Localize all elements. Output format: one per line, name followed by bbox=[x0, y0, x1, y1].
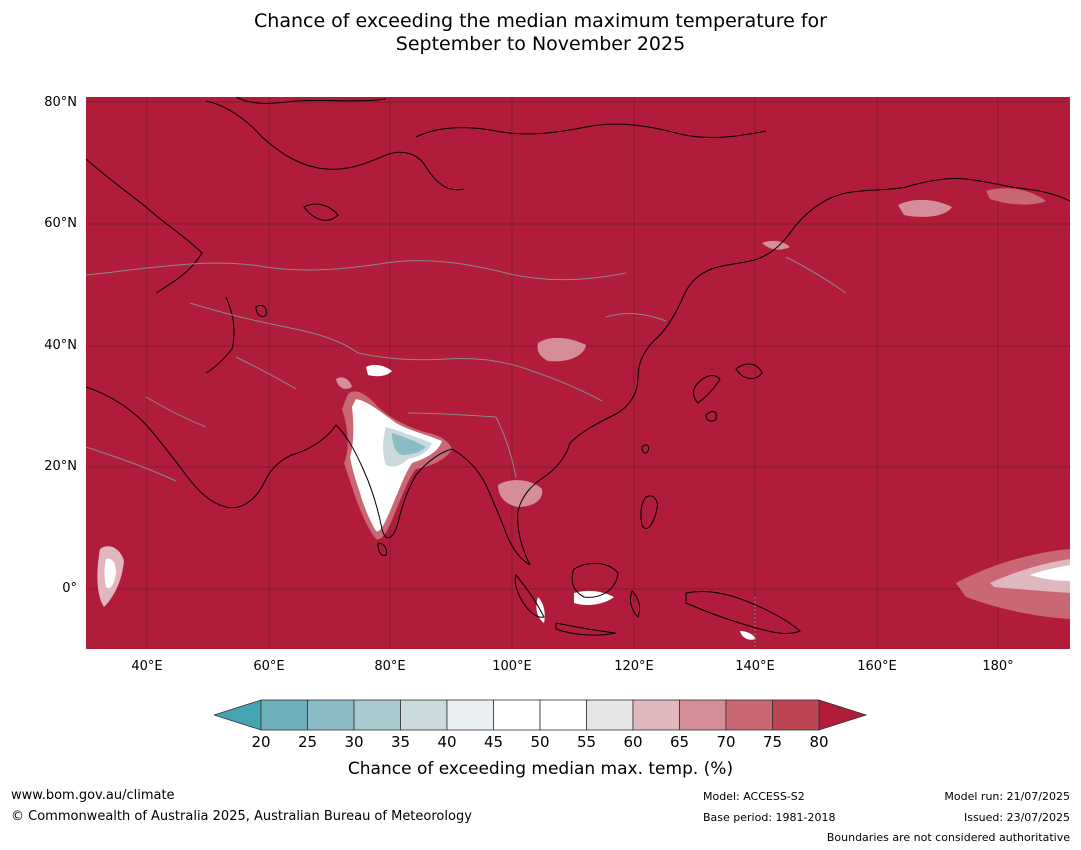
lat-label-20n: 20°N bbox=[44, 459, 77, 474]
colorbar-segment bbox=[772, 699, 820, 731]
probability-map bbox=[86, 97, 1070, 649]
colorbar-tick-label: 35 bbox=[390, 733, 411, 751]
colorbar-label: Chance of exceeding median max. temp. (%… bbox=[347, 759, 734, 779]
colorbar-segment bbox=[400, 699, 448, 731]
title-line-1: Chance of exceeding the median maximum t… bbox=[254, 10, 827, 32]
lon-label-60e: 60°E bbox=[253, 659, 285, 674]
lon-label-100e: 100°E bbox=[492, 659, 532, 674]
issued-text: Issued: 23/07/2025 bbox=[963, 811, 1070, 824]
model-run-text: Model run: 21/07/2025 bbox=[944, 790, 1070, 803]
colorbar-segment bbox=[679, 699, 727, 731]
colorbar-segment bbox=[493, 699, 541, 731]
lon-label-140e: 140°E bbox=[735, 659, 775, 674]
colorbar-segment bbox=[446, 699, 494, 731]
lon-label-120e: 120°E bbox=[614, 659, 654, 674]
base-period-text: Base period: 1981-2018 bbox=[703, 811, 836, 824]
colorbar-tick-label: 40 bbox=[437, 733, 457, 751]
islands bbox=[377, 363, 801, 636]
lat-label-40n: 40°N bbox=[44, 338, 77, 353]
graticule bbox=[86, 97, 1070, 649]
coastlines bbox=[86, 97, 1070, 566]
colorbar-tick-label: 50 bbox=[530, 733, 550, 751]
colorbar bbox=[212, 699, 868, 735]
colorbar-segment bbox=[353, 699, 401, 731]
lat-label-60n: 60°N bbox=[44, 216, 77, 231]
colorbar-segment bbox=[586, 699, 634, 731]
model-text: Model: ACCESS-S2 bbox=[703, 790, 805, 803]
lat-label-0: 0° bbox=[62, 581, 77, 596]
colorbar-segment bbox=[725, 699, 773, 731]
colorbar-svg bbox=[212, 699, 868, 731]
chart-title: Chance of exceeding the median maximum t… bbox=[0, 10, 1081, 56]
colorbar-arrow-low bbox=[212, 699, 262, 731]
colorbar-segment bbox=[539, 699, 587, 731]
copyright-text: © Commonwealth of Australia 2025, Austra… bbox=[11, 809, 472, 824]
colorbar-tick-label: 30 bbox=[344, 733, 364, 751]
colorbar-tick-label: 45 bbox=[483, 733, 504, 751]
lat-label-80n: 80°N bbox=[44, 95, 77, 110]
lon-label-80e: 80°E bbox=[374, 659, 406, 674]
colorbar-segment bbox=[260, 699, 308, 731]
probability-patches bbox=[97, 188, 1070, 640]
colorbar-tick-label: 70 bbox=[716, 733, 736, 751]
colorbar-tick-label: 25 bbox=[297, 733, 318, 751]
lon-label-160e: 160°E bbox=[857, 659, 897, 674]
colorbar-tick-label: 20 bbox=[251, 733, 271, 751]
colorbar-tick-label: 80 bbox=[809, 733, 829, 751]
lon-label-40e: 40°E bbox=[131, 659, 163, 674]
colorbar-tick-label: 60 bbox=[623, 733, 643, 751]
colorbar-segment bbox=[632, 699, 680, 731]
colorbar-arrow-high bbox=[818, 699, 868, 731]
website-link[interactable]: www.bom.gov.au/climate bbox=[11, 788, 175, 803]
colorbar-tick-label: 65 bbox=[669, 733, 690, 751]
country-borders bbox=[86, 256, 847, 649]
lon-label-180: 180° bbox=[982, 659, 1014, 674]
title-line-2: September to November 2025 bbox=[395, 33, 686, 55]
colorbar-tick-label: 55 bbox=[576, 733, 597, 751]
disclaimer-text: Boundaries are not considered authoritat… bbox=[826, 831, 1070, 844]
map-svg bbox=[86, 97, 1070, 649]
colorbar-tick-label: 75 bbox=[762, 733, 783, 751]
colorbar-segment bbox=[307, 699, 355, 731]
